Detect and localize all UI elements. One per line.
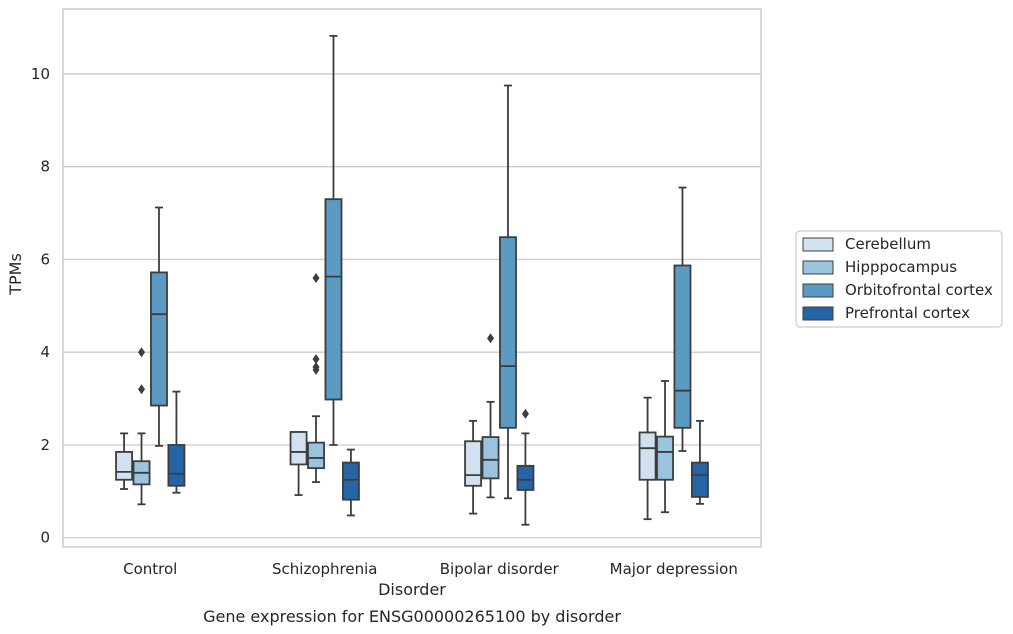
y-axis-label: TPMs <box>6 253 25 296</box>
legend-frame <box>795 230 1003 328</box>
box-iqr <box>673 264 692 429</box>
y-tick-label: 4 <box>40 343 50 361</box>
outlier-point <box>312 354 320 365</box>
box-cerebellum <box>464 419 483 515</box>
box-hipppocampus <box>132 347 151 506</box>
box-iqr <box>690 461 709 498</box>
box-iqr <box>516 464 535 491</box>
outlier-point <box>521 408 529 419</box>
box-iqr <box>341 461 360 501</box>
legend-swatch <box>802 237 834 252</box>
box-orbitofrontal-cortex <box>499 84 517 500</box>
box-iqr <box>150 271 168 407</box>
box-prefrontal-cortex <box>690 419 709 505</box>
legend-swatch <box>802 306 834 321</box>
y-tick-label: 2 <box>40 436 50 454</box>
box-cerebellum <box>638 396 657 521</box>
legend-label: Cerebellum <box>845 235 931 253</box>
plot-frame <box>62 8 762 548</box>
y-tick-label: 8 <box>40 158 50 176</box>
box-iqr <box>167 444 186 487</box>
x-tick-label: Major depression <box>610 560 738 578</box>
box-prefrontal-cortex <box>167 390 186 494</box>
outlier-point <box>138 347 146 358</box>
chart-caption: Gene expression for ENSG00000265100 by d… <box>203 607 621 626</box>
y-tick-label: 10 <box>31 65 50 83</box>
box-orbitofrontal-cortex <box>673 186 692 452</box>
box-iqr <box>289 431 308 466</box>
box-plot-marks <box>115 35 709 526</box>
box-prefrontal-cortex <box>516 408 535 526</box>
box-orbitofrontal-cortex <box>150 206 168 447</box>
box-cerebellum <box>289 431 308 496</box>
legend-label: Hipppocampus <box>845 258 957 276</box>
box-prefrontal-cortex <box>341 448 360 517</box>
box-iqr <box>481 436 500 480</box>
outlier-point <box>138 384 146 395</box>
outlier-point <box>487 333 495 344</box>
legend-label: Orbitofrontal cortex <box>845 281 993 299</box>
box-orbitofrontal-cortex <box>324 35 343 446</box>
box-iqr <box>656 435 674 481</box>
box-hipppocampus <box>307 273 325 483</box>
x-tick-label: Bipolar disorder <box>440 560 560 578</box>
box-hipppocampus <box>656 380 674 514</box>
x-tick-label: Control <box>123 560 177 578</box>
outlier-point <box>312 362 320 373</box>
y-tick-label: 6 <box>40 250 50 268</box>
box-iqr <box>499 236 517 429</box>
y-tick-labels: 0 2 4 6 8 10 <box>31 65 50 547</box>
legend: Cerebellum Hipppocampus Orbitofrontal cort… <box>795 230 1003 328</box>
box-iqr <box>464 440 483 487</box>
x-tick-label: Schizophrenia <box>272 560 377 578</box>
box-iqr <box>115 451 134 481</box>
box-cerebellum <box>115 432 134 490</box>
box-iqr <box>324 198 343 401</box>
legend-label: Prefrontal cortex <box>845 304 970 322</box>
outlier-point <box>312 273 320 283</box>
box-iqr <box>638 431 657 481</box>
legend-swatch <box>802 283 834 298</box>
y-tick-label: 0 <box>40 529 50 547</box>
box-iqr <box>307 441 325 470</box>
legend-swatch <box>802 260 834 275</box>
x-axis-label: Disorder <box>378 580 446 599</box>
x-tick-labels: Control Schizophrenia Bipolar disorder Majo… <box>123 560 738 578</box>
box-hipppocampus <box>481 333 500 499</box>
